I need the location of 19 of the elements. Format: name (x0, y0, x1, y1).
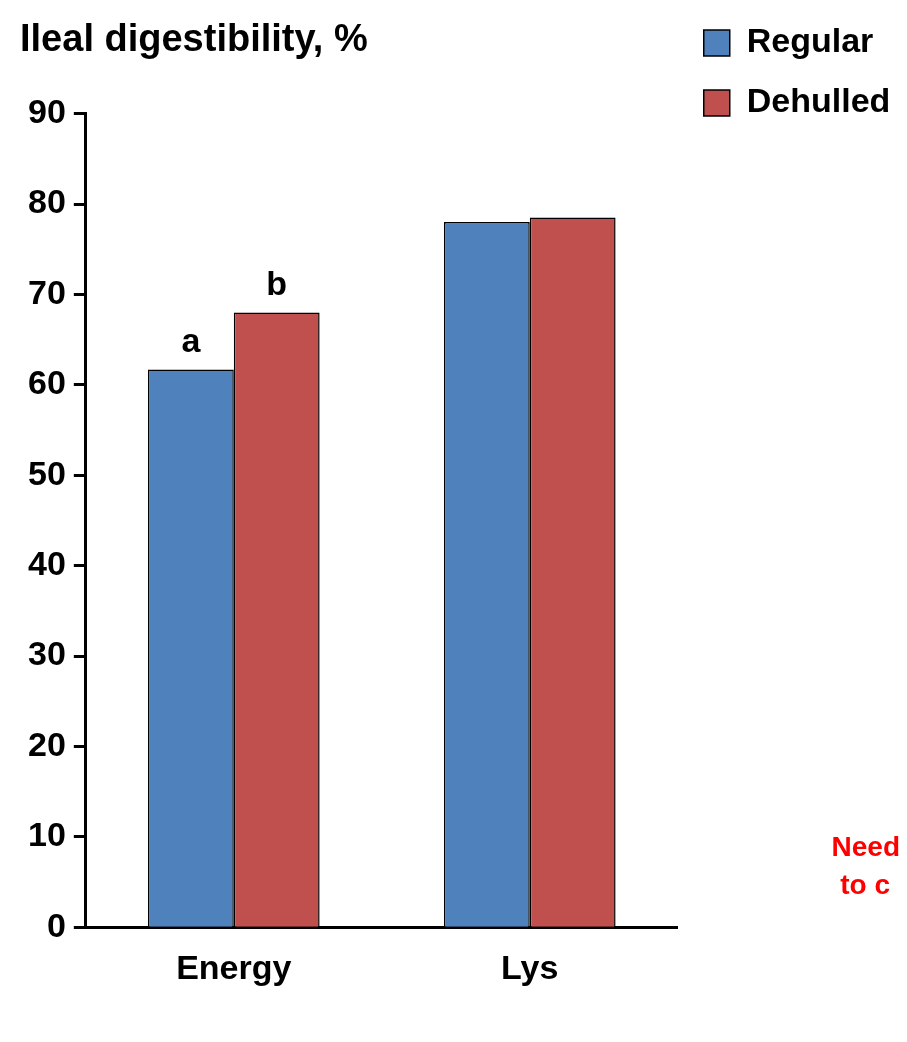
y-tick-label: 40 (27, 543, 66, 582)
y-tick-label: 20 (27, 724, 66, 763)
legend-label: Regular (746, 21, 874, 60)
x-tick-label: Energy (176, 947, 292, 986)
text: to c (840, 868, 890, 900)
y-tick-label: 70 (27, 272, 66, 311)
y-tick-label: 90 (27, 91, 66, 130)
y-tick-label: 50 (27, 453, 66, 492)
x-tick-label: Lys (501, 947, 559, 986)
text: Need (831, 830, 900, 862)
y-tick-label: 60 (27, 363, 66, 402)
y-tick-label: 80 (27, 182, 66, 221)
y-tick-label: 30 (27, 634, 66, 673)
legend-label: Dehulled (746, 81, 891, 120)
annotation: a (181, 320, 202, 359)
annotation: b (266, 263, 288, 302)
y-tick-label: 10 (27, 815, 66, 854)
chart-title: Ileal digestibility, % (20, 17, 368, 60)
y-tick-label: 0 (46, 905, 66, 944)
